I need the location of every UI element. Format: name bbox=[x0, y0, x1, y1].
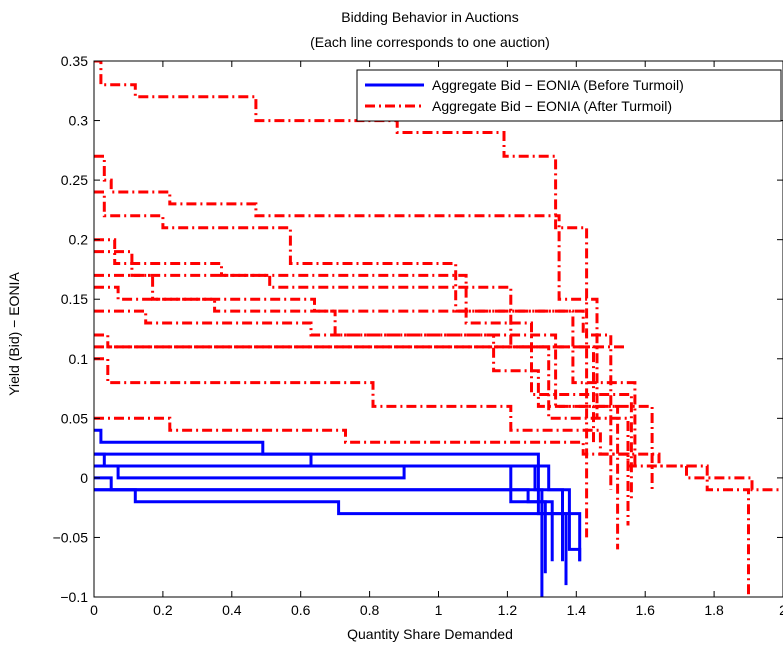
x-tick-label-9: 1.8 bbox=[704, 602, 724, 618]
x-tick-label-0: 0 bbox=[90, 602, 98, 618]
x-axis: 0 0.2 0.4 0.6 0.8 1 1.2 1.4 1.6 1.8 2 bbox=[90, 61, 783, 618]
y-axis: −0.1 −0.05 0 0.05 0.1 0.15 0.2 0.25 0.3 0.35 bbox=[53, 53, 783, 605]
x-tick-label-1: 0.2 bbox=[153, 602, 173, 618]
series-line-before-16 bbox=[94, 464, 582, 562]
chart-title: Bidding Behavior in Auctions bbox=[341, 9, 518, 25]
y-tick-label-2: 0 bbox=[80, 470, 88, 486]
y-tick-label-5: 0.15 bbox=[61, 291, 88, 307]
series-line-after-3 bbox=[94, 190, 613, 490]
x-axis-label: Quantity Share Demanded bbox=[347, 626, 513, 642]
plot-area bbox=[94, 61, 783, 597]
x-tick-label-4: 0.8 bbox=[360, 602, 380, 618]
y-axis-label: Yield (Bid) − EONIA bbox=[6, 272, 22, 396]
legend: Aggregate Bid − EONIA (Before Turmoil) A… bbox=[356, 69, 782, 122]
y-tick-label-7: 0.25 bbox=[61, 172, 88, 188]
series-line-before-15 bbox=[94, 452, 544, 597]
x-tick-label-10: 2 bbox=[779, 602, 783, 618]
x-tick-label-7: 1.4 bbox=[567, 602, 587, 618]
y-tick-label-9: 0.35 bbox=[61, 53, 88, 69]
legend-box bbox=[356, 69, 782, 122]
y-tick-label-3: 0.05 bbox=[61, 410, 88, 426]
series-line-before-19 bbox=[94, 488, 568, 586]
legend-label-before: Aggregate Bid − EONIA (Before Turmoil) bbox=[432, 77, 684, 93]
legend-label-after: Aggregate Bid − EONIA (After Turmoil) bbox=[432, 98, 672, 114]
chart-subtitle: (Each line corresponds to one auction) bbox=[310, 34, 550, 50]
x-tick-label-3: 0.6 bbox=[291, 602, 311, 618]
x-tick-label-8: 1.6 bbox=[635, 602, 655, 618]
series-line-after-12 bbox=[94, 416, 783, 492]
series-line-after-4 bbox=[94, 238, 633, 502]
x-tick-label-6: 1.2 bbox=[498, 602, 518, 618]
x-tick-label-2: 0.4 bbox=[222, 602, 242, 618]
y-tick-label-0: −0.1 bbox=[60, 589, 88, 605]
series-line-after-6 bbox=[94, 273, 637, 466]
x-tick-label-5: 1 bbox=[435, 602, 443, 618]
series-line-after-2 bbox=[94, 154, 599, 419]
y-tick-label-8: 0.3 bbox=[69, 113, 89, 129]
series-line-after-8 bbox=[94, 309, 654, 490]
series-line-after-11 bbox=[94, 357, 750, 597]
y-tick-label-4: 0.1 bbox=[69, 351, 89, 367]
y-tick-label-1: −0.05 bbox=[53, 529, 89, 545]
series-layer bbox=[94, 61, 783, 597]
series-line-after-9 bbox=[94, 333, 630, 526]
series-line-after-5 bbox=[94, 250, 595, 443]
y-tick-label-6: 0.2 bbox=[69, 232, 89, 248]
